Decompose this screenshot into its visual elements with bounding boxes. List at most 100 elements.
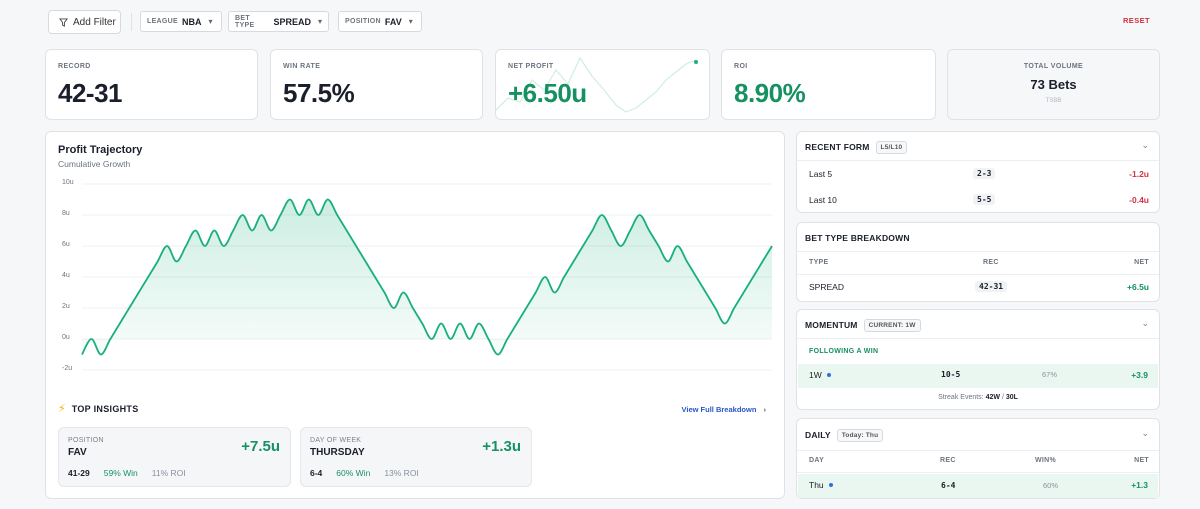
divider — [797, 160, 1159, 161]
reset-button[interactable]: RESET — [1122, 16, 1150, 25]
row-label: Last 10 — [809, 195, 837, 205]
recent-form-header: RECENT FORM L5/L10 — [805, 141, 908, 154]
section-label: FOLLOWING A WIN — [809, 348, 879, 355]
row-net: -0.4u — [1129, 195, 1149, 205]
view-breakdown-link[interactable]: View Full Breakdown › — [682, 405, 766, 414]
momentum-panel: MOMENTUM CURRENT: 1W ⌄ FOLLOWING A WIN 1W… — [796, 309, 1160, 410]
dot-icon — [826, 373, 831, 377]
col-win: WIN% — [1035, 457, 1057, 464]
insight-card-position[interactable]: POSITION FAV +7.5u 41-29 59% Win 11% ROI — [58, 427, 291, 487]
stat-label: RECORD — [58, 63, 91, 70]
insight-card-day[interactable]: DAY OF WEEK THURSDAY +1.3u 6-4 60% Win 1… — [300, 427, 532, 487]
table-row: Thu 6-4 60% +1.3 — [798, 474, 1158, 498]
insight-amount: +1.3u — [482, 438, 521, 455]
insight-win: 59% Win — [103, 468, 138, 478]
momentum-header: MOMENTUM CURRENT: 1W — [805, 319, 921, 332]
insight-key: DAY OF WEEK — [310, 437, 362, 444]
insight-record: 41-29 — [68, 468, 90, 478]
y-tick-label: 6u — [62, 241, 70, 248]
stat-net-profit: NET PROFIT +6.50u — [495, 49, 710, 120]
y-tick-label: 8u — [62, 210, 70, 217]
panel-title: BET TYPE BREAKDOWN — [805, 233, 910, 243]
row-day: Thu — [809, 480, 833, 490]
tag: CURRENT: 1W — [863, 319, 921, 332]
divider — [797, 251, 1159, 252]
series-line — [81, 198, 773, 356]
lightning-icon: ⚡ — [58, 403, 66, 415]
row-label: Last 5 — [809, 169, 833, 179]
insights-title: TOP INSIGHTS — [71, 403, 139, 414]
divider — [797, 472, 1159, 473]
stat-label: NET PROFIT — [508, 63, 554, 70]
stat-value: 8.90% — [734, 78, 806, 108]
chart-subtitle: Cumulative Growth — [58, 159, 131, 169]
recent-form-panel: RECENT FORM L5/L10 ⌄ Last 5 2-3 -1.2u Las… — [796, 131, 1160, 213]
y-tick-label: 0u — [62, 334, 70, 341]
chevron-down-icon[interactable]: ⌄ — [1141, 140, 1149, 150]
stat-value: 57.5% — [283, 78, 355, 108]
col-day: DAY — [809, 457, 825, 464]
panel-title: DAILY — [805, 430, 831, 440]
chevron-down-icon[interactable]: ⌄ — [1141, 428, 1149, 438]
add-filter-label: Add Filter — [73, 16, 116, 28]
dot-icon — [828, 483, 833, 487]
chevron-right-icon: › — [763, 405, 767, 414]
chevron-down-icon[interactable]: ⌄ — [1141, 318, 1149, 328]
divider — [131, 13, 132, 31]
stat-record: RECORD 42-31 — [45, 49, 258, 120]
row-pct: 67% — [1042, 370, 1058, 379]
highlight-row: 1W 10-5 67% +3.9 — [798, 364, 1158, 388]
filter-chip-league[interactable]: LEAGUE NBA ▾ — [140, 11, 222, 32]
col-net: NET — [1134, 259, 1149, 266]
daily-header: DAILY Today: Thu — [805, 429, 884, 442]
stat-win-rate: WIN RATE 57.5% — [270, 49, 483, 120]
insight-roi: 11% ROI — [151, 468, 186, 478]
row-record: 2-3 — [973, 168, 996, 179]
divider — [797, 338, 1159, 339]
bet-type-panel: BET TYPE BREAKDOWN TYPE REC NET SPREAD 4… — [796, 222, 1160, 302]
filter-chip-position[interactable]: POSITION FAV ▾ — [338, 11, 422, 32]
row-type: SPREAD — [809, 282, 844, 292]
area-fill — [82, 199, 772, 355]
panel-title: MOMENTUM — [805, 320, 858, 330]
stat-value: 42-31 — [58, 78, 123, 108]
insight-roi: 13% ROI — [384, 468, 419, 478]
insight-title: FAV — [68, 447, 87, 458]
col-rec: REC — [983, 259, 999, 266]
streak-events: Streak Events: 42W / 30L — [938, 394, 1018, 401]
funnel-icon: ▾ — [208, 17, 213, 26]
stat-label: WIN RATE — [283, 63, 321, 70]
insight-key: POSITION — [68, 437, 104, 444]
chip-key: POSITION — [345, 18, 381, 25]
chart-title: Profit Trajectory — [58, 144, 143, 156]
insights-header: ⚡ TOP INSIGHTS — [58, 402, 139, 415]
row-net: +3.9 — [1131, 370, 1148, 380]
row-record: 5-5 — [973, 194, 996, 205]
row-rec: 6-4 — [941, 481, 956, 490]
col-net: NET — [1134, 457, 1149, 464]
col-type: TYPE — [809, 259, 829, 266]
row-rec: 42-31 — [975, 281, 1008, 292]
divider — [797, 274, 1159, 275]
sparkline — [496, 56, 698, 113]
filter-chip-bet-type[interactable]: BET TYPE SPREAD ▾ — [228, 11, 329, 32]
profit-trajectory-panel: Profit Trajectory Cumulative Growth 10u 8… — [45, 131, 785, 499]
y-tick-label: 10u — [62, 179, 74, 186]
chip-key: LEAGUE — [147, 18, 178, 25]
profit-chart — [81, 183, 773, 371]
tag: L5/L10 — [875, 141, 908, 154]
stat-label: ROI — [734, 63, 748, 70]
daily-panel: DAILY Today: Thu ⌄ DAY REC WIN% NET Thu 6… — [796, 418, 1160, 499]
link-label: View Full Breakdown — [681, 405, 757, 414]
row-record: 10-5 — [941, 370, 961, 379]
tag: Today: Thu — [836, 429, 884, 442]
stat-value: 73 Bets — [1030, 77, 1077, 92]
insight-win: 60% Win — [336, 468, 371, 478]
row-label: 1W — [809, 370, 831, 380]
add-filter-button[interactable]: Add Filter — [48, 10, 121, 34]
panel-title: RECENT FORM — [805, 142, 870, 152]
divider — [797, 450, 1159, 451]
funnel-icon: ▾ — [408, 17, 413, 26]
stat-roi: ROI 8.90% — [721, 49, 936, 120]
insight-amount: +7.5u — [241, 438, 280, 455]
